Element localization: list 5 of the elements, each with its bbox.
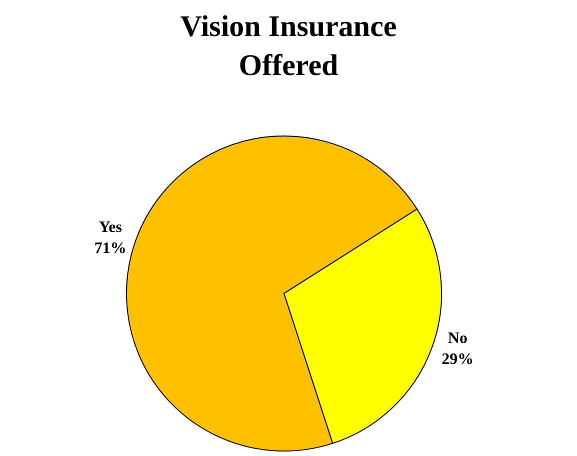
slice-label: Yes: [98, 219, 122, 236]
data-label: 71%: [94, 240, 126, 257]
chart-title: Vision Insurance Offered: [180, 10, 397, 82]
data-label: 29%: [442, 350, 474, 368]
slice-label: No: [448, 330, 468, 348]
